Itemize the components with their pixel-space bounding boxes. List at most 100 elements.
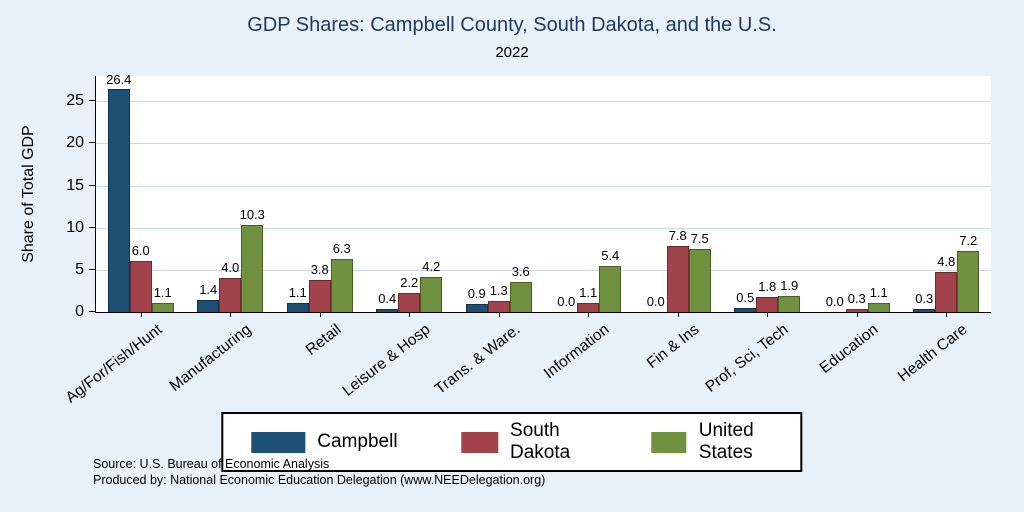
legend-swatch-campbell (251, 431, 306, 453)
bar-value-label: 0.4 (378, 290, 397, 306)
bar-south-dakota (487, 301, 510, 312)
x-tick (588, 312, 590, 317)
x-tick (409, 312, 411, 317)
x-axis-category-label: Manufacturing (166, 321, 255, 395)
source-notes: Source: U.S. Bureau of Economic Analysis… (93, 456, 545, 488)
x-axis-category-label: Education (816, 321, 882, 377)
bar-value-label: 1.8 (758, 278, 777, 294)
bar-value-label: 4.8 (937, 253, 956, 269)
gridline (96, 101, 991, 103)
bar-south-dakota (308, 279, 331, 312)
y-tick-label: 25 (66, 92, 84, 110)
plot-area: 0 5 10 15 20 25 26.4 6.0 1.1 Ag/For/Fish/Hunt 1.4 4… (62, 72, 991, 407)
gridline (96, 143, 991, 145)
bar-value-label: 7.8 (668, 228, 687, 244)
bar-united-states (330, 258, 353, 312)
y-tick (89, 268, 96, 270)
bar-value-label: 1.1 (153, 284, 172, 300)
bar-value-label: 1.1 (579, 284, 598, 300)
y-tick-label: 15 (66, 176, 84, 194)
x-tick (498, 312, 500, 317)
x-axis-category-label: Health Care (895, 321, 971, 386)
bar-united-states (509, 281, 532, 312)
x-tick (677, 312, 679, 317)
bar-south-dakota (398, 293, 421, 312)
y-tick-label: 5 (75, 260, 84, 278)
bar-united-states (867, 302, 890, 312)
bar-value-label: 3.6 (511, 263, 530, 279)
legend: Campbell South Dakota United States (221, 412, 803, 472)
bar-value-label: 0.3 (915, 291, 934, 307)
bar-united-states (241, 225, 264, 312)
source-line-2: Produced by: National Economic Education… (93, 473, 546, 487)
bar-value-label: 1.9 (780, 277, 799, 293)
bar-campbell (465, 304, 488, 312)
bar-value-label: 0.0 (825, 294, 844, 309)
x-axis-category-label: Leisure & Hosp (339, 321, 434, 400)
bar-united-states (778, 295, 801, 312)
gridline (96, 269, 991, 271)
x-tick (767, 312, 769, 317)
bar-value-label: 7.2 (959, 233, 978, 249)
x-axis-category-label: Ag/For/Fish/Hunt (62, 321, 166, 407)
bar-value-label: 0.0 (646, 294, 665, 309)
bar-campbell (913, 309, 936, 312)
bar-value-label: 1.4 (199, 282, 218, 298)
chart-title: GDP Shares: Campbell County, South Dakot… (247, 14, 777, 36)
y-tick-label: 10 (66, 218, 84, 236)
chart-subtitle: 2022 (495, 44, 529, 61)
bar-value-label: 6.0 (131, 243, 150, 259)
bar-united-states (599, 266, 622, 312)
x-tick (230, 312, 232, 317)
x-axis-category-label: Trans. & Ware. (431, 321, 524, 398)
legend-swatch-united-states (651, 431, 687, 453)
legend-label-campbell: Campbell (317, 431, 398, 452)
bar-value-label: 26.4 (106, 71, 132, 87)
legend-label-united-states: United States (698, 420, 754, 463)
x-tick (319, 312, 321, 317)
y-tick (89, 100, 96, 102)
bar-united-states (688, 248, 711, 312)
legend-label-south-dakota: South Dakota (510, 420, 571, 463)
bar-south-dakota (577, 302, 600, 312)
bar-value-label: 6.3 (332, 240, 351, 256)
bar-value-label: 7.5 (690, 230, 709, 246)
bar-south-dakota (935, 271, 958, 312)
x-axis-category-label: Prof, Sci, Tech (702, 321, 792, 396)
source-line-1: Source: U.S. Bureau of Economic Analysis (93, 457, 330, 471)
gridline (96, 185, 991, 187)
gridline (96, 227, 991, 229)
x-axis-category-label: Retail (302, 321, 345, 359)
bar-value-label: 0.3 (847, 291, 866, 307)
bar-south-dakota (845, 309, 868, 312)
x-tick (946, 312, 948, 317)
legend-entry-campbell: Campbell (251, 431, 398, 453)
bar-value-label: 4.2 (422, 258, 441, 274)
bar-united-states (151, 302, 174, 312)
bar-value-label: 5.4 (601, 248, 620, 264)
y-axis-title: Share of Total GDP (20, 125, 37, 263)
bar-united-states (957, 251, 980, 312)
bar-south-dakota (756, 296, 779, 312)
y-tick (89, 226, 96, 228)
bar-campbell (197, 300, 220, 312)
bar-united-states (420, 276, 443, 312)
bar-value-label: 10.3 (239, 207, 265, 223)
bar-campbell (734, 307, 757, 312)
y-tick (89, 142, 96, 144)
bar-value-label: 0.9 (467, 286, 486, 302)
bar-campbell (376, 308, 399, 312)
y-tick (89, 311, 96, 312)
legend-swatch-south-dakota (461, 431, 499, 453)
y-tick (89, 184, 96, 186)
bar-south-dakota (666, 246, 689, 312)
bar-south-dakota (129, 261, 152, 312)
x-tick (856, 312, 858, 317)
x-axis-category-label: Fin & Ins (643, 321, 703, 373)
x-tick (140, 312, 142, 317)
bar-value-label: 1.1 (288, 284, 307, 300)
bar-campbell (107, 89, 130, 312)
bar-campbell (286, 302, 309, 312)
legend-entry-united-states: United States (651, 420, 773, 464)
